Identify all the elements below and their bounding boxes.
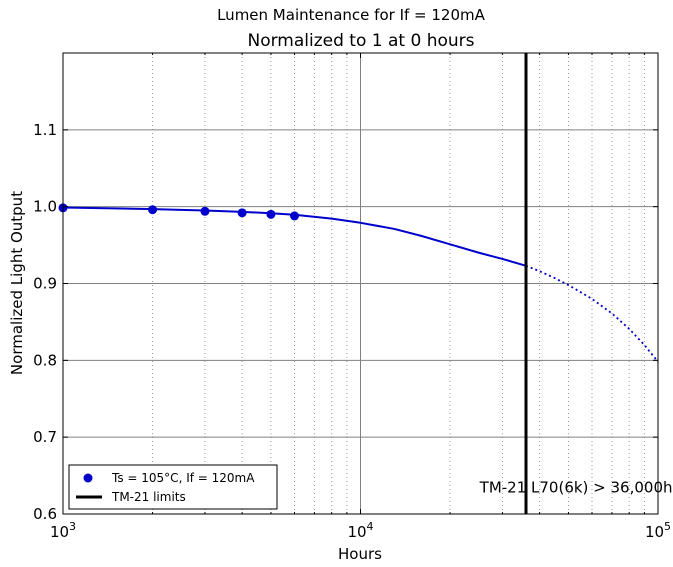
x-axis-label: Hours	[338, 545, 382, 563]
y-tick-label: 0.7	[33, 428, 57, 446]
data-point	[290, 211, 299, 221]
annotation-tm21-l70: TM-21 L70(6k) > 36,000hrs	[479, 478, 673, 496]
ticks	[62, 53, 659, 515]
legend-box	[68, 464, 278, 510]
legend-label-measured: Ts = 105°C, If = 120mA	[111, 471, 255, 485]
legend-label-limits: TM-21 limits	[111, 490, 186, 504]
data-point	[237, 208, 247, 218]
grid	[63, 53, 658, 514]
legend: Ts = 105°C, If = 120mA TM-21 limits	[68, 464, 278, 510]
chart-title: Normalized to 1 at 0 hours	[247, 31, 474, 51]
x-tick-label-exponent: 5	[664, 520, 671, 533]
y-axis-label: Normalized Light Output	[8, 191, 26, 375]
data-point	[200, 206, 210, 216]
fit-line-solid	[62, 206, 527, 267]
series-layer	[58, 53, 659, 514]
y-tick-label: 0.6	[33, 505, 57, 523]
y-tick-label: 0.8	[33, 351, 57, 369]
y-tick-label: 1.1	[33, 121, 57, 139]
legend-marker-dot	[83, 473, 93, 483]
x-tick-label-exponent: 3	[69, 520, 76, 533]
chart-suptitle: Lumen Maintenance for If = 120mA	[217, 6, 486, 24]
y-tick-label: 1.0	[33, 198, 57, 216]
data-point	[148, 205, 158, 215]
fit-line-extrapolated	[525, 264, 659, 363]
data-point	[266, 209, 276, 219]
x-tick-label-exponent: 4	[367, 520, 374, 533]
y-tick-label: 0.9	[33, 275, 57, 293]
